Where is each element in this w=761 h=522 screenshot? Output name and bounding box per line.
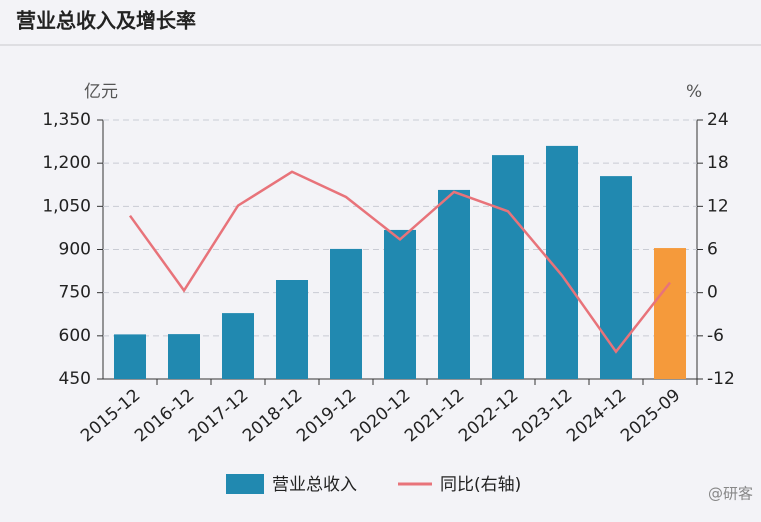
chart-title: 营业总收入及增长率 xyxy=(16,9,196,33)
bar xyxy=(330,248,362,379)
y2-tick-label: 18 xyxy=(707,153,729,173)
bar xyxy=(114,334,146,379)
bar xyxy=(276,280,308,379)
line xyxy=(128,170,671,354)
watermark: @研客 xyxy=(708,485,753,503)
bar xyxy=(168,334,200,379)
bar xyxy=(222,313,254,379)
y-tick-label: 1,350 xyxy=(42,110,91,130)
y2-tick-label: 12 xyxy=(707,196,729,216)
y-tick-label: 900 xyxy=(59,240,91,260)
y2-tick-label: 24 xyxy=(707,110,729,130)
y2-tick-label: 6 xyxy=(707,240,718,260)
y2-tick-label: -12 xyxy=(707,369,735,389)
y-tick-label: 450 xyxy=(59,369,91,389)
y-tick-label: 1,200 xyxy=(42,153,91,173)
legend-label: 营业总收入 xyxy=(272,475,357,495)
y2-tick-label: 0 xyxy=(707,283,718,303)
y-tick-label: 1,050 xyxy=(42,196,91,216)
y-tick-label: 600 xyxy=(59,326,91,346)
bar xyxy=(654,248,686,379)
bar xyxy=(438,189,470,379)
legend-label: 同比(右轴) xyxy=(440,475,521,495)
y-unit: 亿元 xyxy=(84,82,118,102)
bar xyxy=(384,229,416,379)
y-tick-label: 750 xyxy=(59,283,91,303)
y2-tick-label: -6 xyxy=(707,326,724,346)
legend-swatch xyxy=(226,474,264,494)
bar xyxy=(492,155,524,379)
y2-unit: % xyxy=(686,82,702,102)
bar xyxy=(600,176,632,379)
